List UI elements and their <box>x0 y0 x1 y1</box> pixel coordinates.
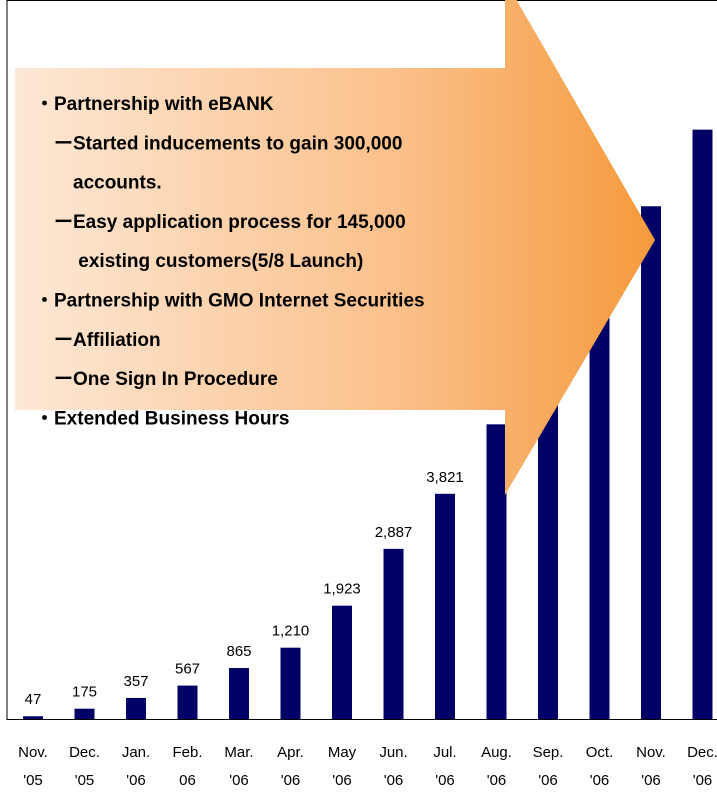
annotations: ・Partnership with eBANK ーStarted inducem… <box>35 94 425 429</box>
x-tick-label: Mar. <box>224 744 253 761</box>
x-tick-label: May <box>328 744 357 761</box>
value-label: 357 <box>123 673 148 690</box>
annotation-text: ・Partnership with GMO Internet Securitie… <box>35 291 425 312</box>
x-tick-label: Sep. <box>533 744 564 761</box>
x-tick-label: '05 <box>75 772 95 789</box>
x-tick-label: Apr. <box>277 744 304 761</box>
value-label: 2,887 <box>375 524 413 541</box>
bar <box>280 647 301 719</box>
bar <box>383 548 404 719</box>
x-tick-label: '06 <box>693 772 713 789</box>
x-tick-label: '06 <box>538 772 558 789</box>
x-tick-label: Jul. <box>433 744 456 761</box>
x-tick-label: '06 <box>641 772 661 789</box>
annotation-text: existing customers(5/8 Launch) <box>35 251 363 272</box>
annotation-text: ーAffiliation <box>35 330 161 351</box>
x-tick-label: '06 <box>487 772 507 789</box>
x-tick-label: Nov. <box>636 744 666 761</box>
bar <box>332 605 352 719</box>
value-label: 1,210 <box>272 623 310 640</box>
x-tick-label: Feb. <box>172 744 202 761</box>
x-tick-label: Dec. <box>69 744 100 761</box>
x-tick-label: Aug. <box>481 744 512 761</box>
x-tick-label: Nov. <box>18 744 48 761</box>
annotation-text: ーOne Sign In Procedure <box>35 369 278 390</box>
value-label: 865 <box>226 643 251 660</box>
bar <box>641 206 661 719</box>
x-tick-label: '06 <box>590 772 610 789</box>
bar <box>435 493 455 719</box>
value-label: 567 <box>175 661 200 678</box>
annotation-text: accounts. <box>35 173 162 194</box>
x-tick-label: '06 <box>281 772 301 789</box>
x-tick-label: '06 <box>435 772 455 789</box>
x-tick-label: 06 <box>179 772 196 789</box>
bars <box>23 129 713 719</box>
annotation-text: ーStarted inducements to gain 300,000 <box>35 133 402 154</box>
bar <box>177 685 198 719</box>
annotation-text: ・Extended Business Hours <box>35 408 289 429</box>
x-tick-label: '06 <box>126 772 146 789</box>
x-tick-label: '06 <box>384 772 404 789</box>
bar <box>229 668 249 719</box>
bar <box>126 697 146 719</box>
x-tick-label: '06 <box>229 772 249 789</box>
value-label: 175 <box>72 684 97 701</box>
annotation-arrow <box>15 0 655 495</box>
x-tick-label: Oct. <box>586 744 614 761</box>
annotation-text: ーEasy application process for 145,000 <box>35 212 406 233</box>
bar <box>23 716 43 719</box>
x-tick-label: Dec. <box>687 744 717 761</box>
value-label: 1,923 <box>323 581 361 598</box>
x-tick-label: Jan. <box>122 744 150 761</box>
value-label: 47 <box>25 691 42 708</box>
bar <box>589 282 610 719</box>
plot-frame <box>6 0 717 720</box>
value-label: 3,821 <box>426 469 464 486</box>
x-tick-label: '06 <box>332 772 352 789</box>
bar <box>74 708 95 719</box>
bar <box>538 383 558 719</box>
bar <box>486 424 507 719</box>
x-tick-label: Jun. <box>379 744 407 761</box>
bar <box>692 129 713 719</box>
x-tick-label: '05 <box>23 772 43 789</box>
annotation-text: ・Partnership with eBANK <box>35 94 274 115</box>
